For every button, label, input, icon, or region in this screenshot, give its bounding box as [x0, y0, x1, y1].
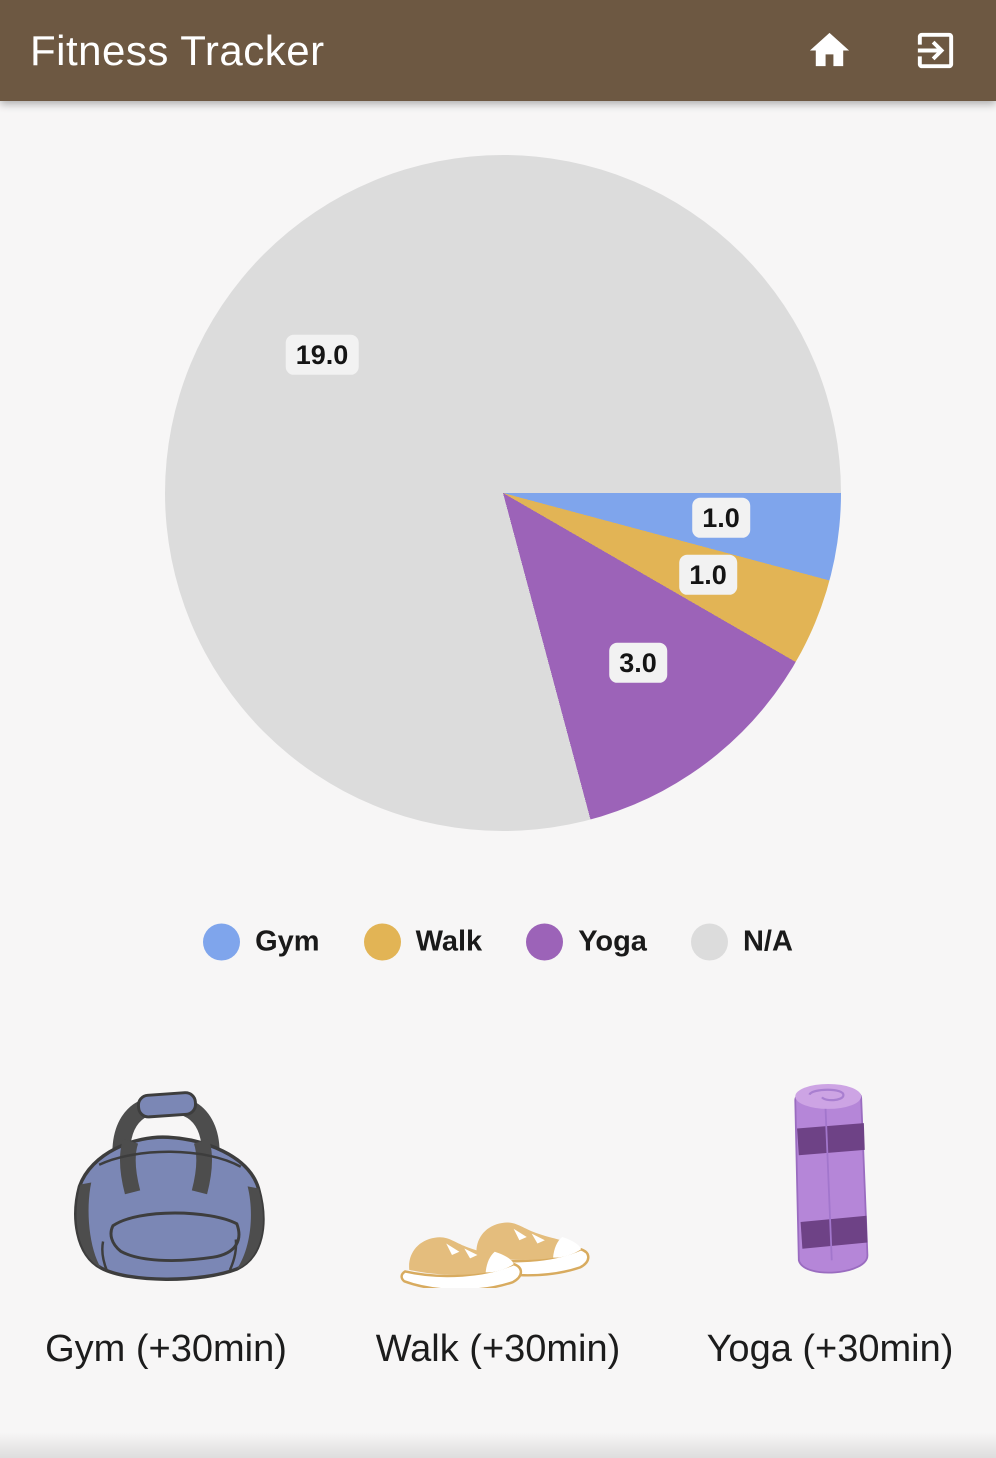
- legend-label: Yoga: [578, 925, 647, 958]
- gym-action-label: Gym (+30min): [45, 1328, 287, 1370]
- walk-action-button[interactable]: Walk (+30min): [332, 1060, 664, 1371]
- legend-item-walk: Walk: [363, 923, 483, 961]
- chart-legend: Gym Walk Yoga N/A: [0, 923, 996, 961]
- slice-label-walk: 1.0: [679, 554, 737, 596]
- legend-item-gym: Gym: [203, 923, 320, 961]
- gym-action-button[interactable]: Gym (+30min): [0, 1060, 332, 1371]
- legend-item-na: N/A: [690, 923, 793, 961]
- legend-item-yoga: Yoga: [526, 923, 647, 961]
- gym-swatch-icon: [203, 923, 241, 961]
- app-bar: Fitness Tracker: [0, 0, 996, 101]
- pie-chart: [165, 155, 841, 831]
- home-icon: [806, 27, 853, 74]
- yoga-swatch-icon: [526, 923, 564, 961]
- na-swatch-icon: [690, 923, 728, 961]
- exit-button[interactable]: [904, 20, 966, 82]
- yoga-action-label: Yoga (+30min): [706, 1328, 954, 1370]
- yoga-mat-icon: [781, 1060, 879, 1288]
- walk-action-label: Walk (+30min): [375, 1328, 621, 1370]
- legend-label: Gym: [255, 925, 320, 958]
- gym-bag-icon: [48, 1060, 284, 1288]
- page-title: Fitness Tracker: [30, 26, 325, 74]
- slice-label-gym: 1.0: [692, 497, 750, 539]
- action-row: Gym (+30min) Walk (+30min): [0, 1060, 996, 1371]
- slice-label-na: 19.0: [285, 334, 359, 376]
- sneakers-icon: [392, 1060, 604, 1288]
- slice-label-yoga: 3.0: [609, 642, 667, 684]
- exit-to-app-icon: [912, 27, 959, 74]
- home-button[interactable]: [798, 20, 860, 82]
- legend-label: Walk: [415, 925, 483, 958]
- walk-swatch-icon: [363, 923, 401, 961]
- legend-label: N/A: [742, 925, 793, 958]
- yoga-action-button[interactable]: Yoga (+30min): [664, 1060, 996, 1371]
